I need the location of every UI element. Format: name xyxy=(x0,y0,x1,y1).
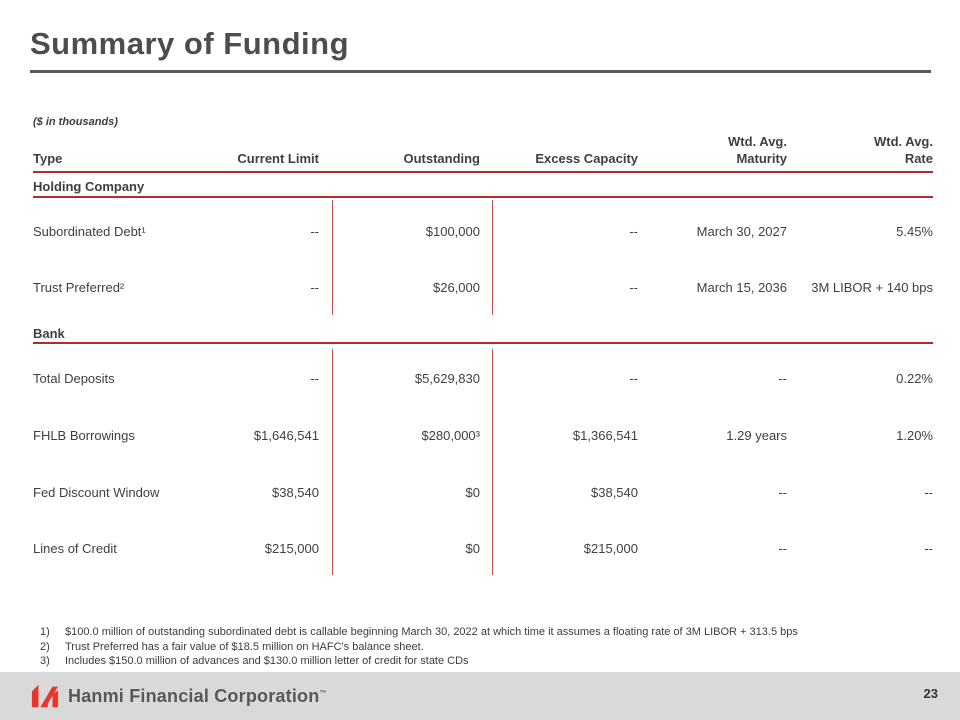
column-separator xyxy=(332,200,333,315)
rate-value: 1.20% xyxy=(896,427,933,443)
page-number: 23 xyxy=(923,686,938,701)
row-label: Total Deposits xyxy=(33,370,115,386)
outstanding-value: $26,000 xyxy=(433,279,480,295)
section-header-holding-company: Holding Company xyxy=(33,179,145,194)
rate-value: 3M LIBOR + 140 bps xyxy=(811,279,933,295)
table-row: Trust Preferred² -- $26,000 -- March 15,… xyxy=(33,259,933,315)
excess-capacity-value: $215,000 xyxy=(583,540,638,556)
row-label: Subordinated Debt¹ xyxy=(33,223,146,239)
maturity-value: 1.29 years xyxy=(726,427,787,443)
column-header-current-limit: Current Limit xyxy=(237,151,319,166)
footnote-marker: 2) xyxy=(40,640,50,653)
trademark-mark: ™ xyxy=(319,689,327,697)
footnotes: 1) $100.0 million of outstanding subordi… xyxy=(40,625,940,669)
rate-value: -- xyxy=(924,540,933,556)
outstanding-value: $100,000 xyxy=(425,223,480,239)
column-header-wtd-avg-rate-line2: Rate xyxy=(904,151,933,166)
outstanding-value: $5,629,830 xyxy=(414,370,480,386)
column-header-wtd-avg-maturity-line2: Maturity xyxy=(736,151,787,166)
footnote-2: 2) Trust Preferred has a fair value of $… xyxy=(40,640,940,655)
bank-divider xyxy=(33,342,933,344)
column-header-excess-capacity: Excess Capacity xyxy=(535,151,638,166)
table-row: Total Deposits -- $5,629,830 -- -- 0.22% xyxy=(33,350,933,406)
footnote-1: 1) $100.0 million of outstanding subordi… xyxy=(40,625,940,640)
table-row: Fed Discount Window $38,540 $0 $38,540 -… xyxy=(33,464,933,520)
section-header-bank: Bank xyxy=(33,326,65,341)
column-header-wtd-avg-maturity-line1: Wtd. Avg. xyxy=(728,134,787,149)
maturity-value: March 30, 2027 xyxy=(696,223,787,239)
row-label: Fed Discount Window xyxy=(33,484,160,500)
column-header-outstanding: Outstanding xyxy=(403,151,480,166)
current-limit-value: -- xyxy=(310,279,319,295)
units-note: ($ in thousands) xyxy=(33,116,118,128)
column-separator xyxy=(492,349,493,575)
outstanding-value: $280,000³ xyxy=(421,427,480,443)
header-divider xyxy=(33,171,933,173)
current-limit-value: $1,646,541 xyxy=(253,427,319,443)
page-title: Summary of Funding xyxy=(30,26,349,61)
column-header-wtd-avg-maturity: Wtd. Avg. Maturity xyxy=(638,133,787,170)
footnote-text: Trust Preferred has a fair value of $18.… xyxy=(65,640,424,653)
hanmi-logo-icon xyxy=(30,682,60,710)
maturity-value: -- xyxy=(778,484,787,500)
excess-capacity-value: $38,540 xyxy=(591,484,638,500)
footnote-marker: 3) xyxy=(40,655,50,667)
outstanding-value: $0 xyxy=(465,540,480,556)
footnote-text: Includes $150.0 million of advances and … xyxy=(65,655,469,667)
current-limit-value: $215,000 xyxy=(264,540,319,556)
excess-capacity-value: -- xyxy=(629,370,638,386)
column-separator xyxy=(492,200,493,315)
maturity-value: March 15, 2036 xyxy=(696,279,787,295)
company-name: Hanmi Financial Corporation™ xyxy=(68,686,327,707)
current-limit-value: -- xyxy=(310,370,319,386)
footnote-marker: 1) xyxy=(40,626,50,638)
row-label: Trust Preferred² xyxy=(33,279,125,295)
rate-value: 5.45% xyxy=(896,223,933,239)
table-row: Lines of Credit $215,000 $0 $215,000 -- … xyxy=(33,520,933,576)
maturity-value: -- xyxy=(778,370,787,386)
rate-value: 0.22% xyxy=(896,370,933,386)
row-label: FHLB Borrowings xyxy=(33,427,135,443)
title-divider xyxy=(30,70,931,73)
excess-capacity-value: $1,366,541 xyxy=(572,427,638,443)
excess-capacity-value: -- xyxy=(629,279,638,295)
current-limit-value: -- xyxy=(310,223,319,239)
outstanding-value: $0 xyxy=(465,484,480,500)
current-limit-value: $38,540 xyxy=(272,484,319,500)
company-name-text: Hanmi Financial Corporation xyxy=(68,685,320,706)
table-header-row: Type Current Limit Outstanding Excess Ca… xyxy=(33,130,933,170)
column-separator xyxy=(332,349,333,575)
maturity-value: -- xyxy=(778,540,787,556)
footer-bar: Hanmi Financial Corporation™ 23 xyxy=(0,672,960,720)
footnote-text: $100.0 million of outstanding subordinat… xyxy=(65,626,798,638)
row-label: Lines of Credit xyxy=(33,540,117,556)
rate-value: -- xyxy=(924,484,933,500)
column-header-wtd-avg-rate: Wtd. Avg. Rate xyxy=(787,133,933,170)
holding-company-divider xyxy=(33,196,933,198)
footnote-3: 3) Includes $150.0 million of advances a… xyxy=(40,654,940,669)
column-header-wtd-avg-rate-line1: Wtd. Avg. xyxy=(874,134,933,149)
column-header-type: Type xyxy=(33,151,63,166)
table-row: FHLB Borrowings $1,646,541 $280,000³ $1,… xyxy=(33,407,933,463)
table-row: Subordinated Debt¹ -- $100,000 -- March … xyxy=(33,203,933,259)
excess-capacity-value: -- xyxy=(629,223,638,239)
